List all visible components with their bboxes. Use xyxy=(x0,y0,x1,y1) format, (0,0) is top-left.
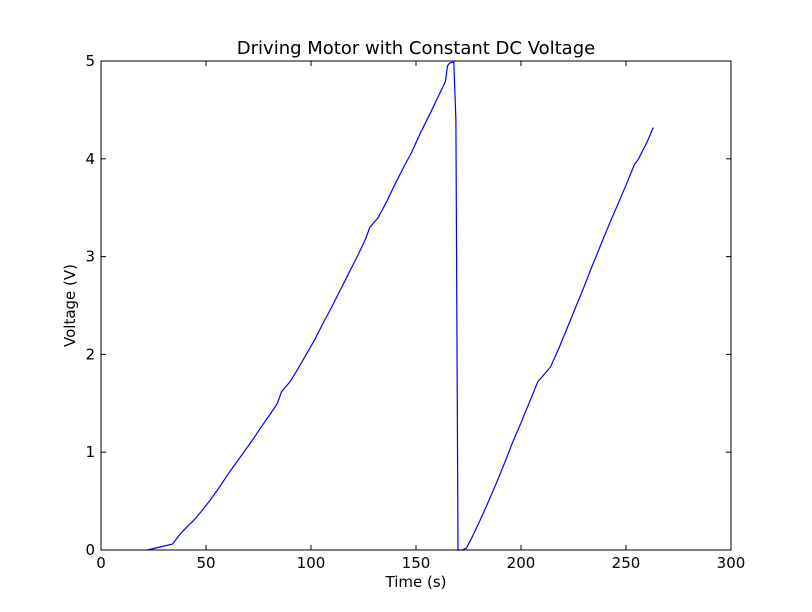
plot-frame xyxy=(100,60,732,551)
x-tick-label: 0 xyxy=(96,554,106,572)
x-axis-label: Time (s) xyxy=(385,573,447,591)
x-axis: 0 50 100 150 200 250 300 xyxy=(96,61,745,572)
x-tick-label: 250 xyxy=(612,554,641,572)
y-tick-label: 1 xyxy=(85,443,95,461)
x-tick-label: 50 xyxy=(196,554,215,572)
x-tick-label: 150 xyxy=(402,554,431,572)
y-tick-label: 5 xyxy=(85,52,95,70)
y-axis-label: Voltage (V) xyxy=(61,264,79,347)
y-tick-label: 3 xyxy=(85,248,95,266)
x-tick-label: 200 xyxy=(507,554,536,572)
chart-title: Driving Motor with Constant DC Voltage xyxy=(237,38,595,59)
series-line-1 xyxy=(147,61,654,551)
x-tick-label: 300 xyxy=(717,554,746,572)
y-axis: 0 1 2 3 4 5 xyxy=(85,52,731,559)
plot-area xyxy=(147,61,654,551)
x-tick-label: 100 xyxy=(297,554,326,572)
y-tick-label: 4 xyxy=(85,150,95,168)
y-tick-label: 2 xyxy=(85,345,95,363)
y-tick-label: 0 xyxy=(85,541,95,559)
